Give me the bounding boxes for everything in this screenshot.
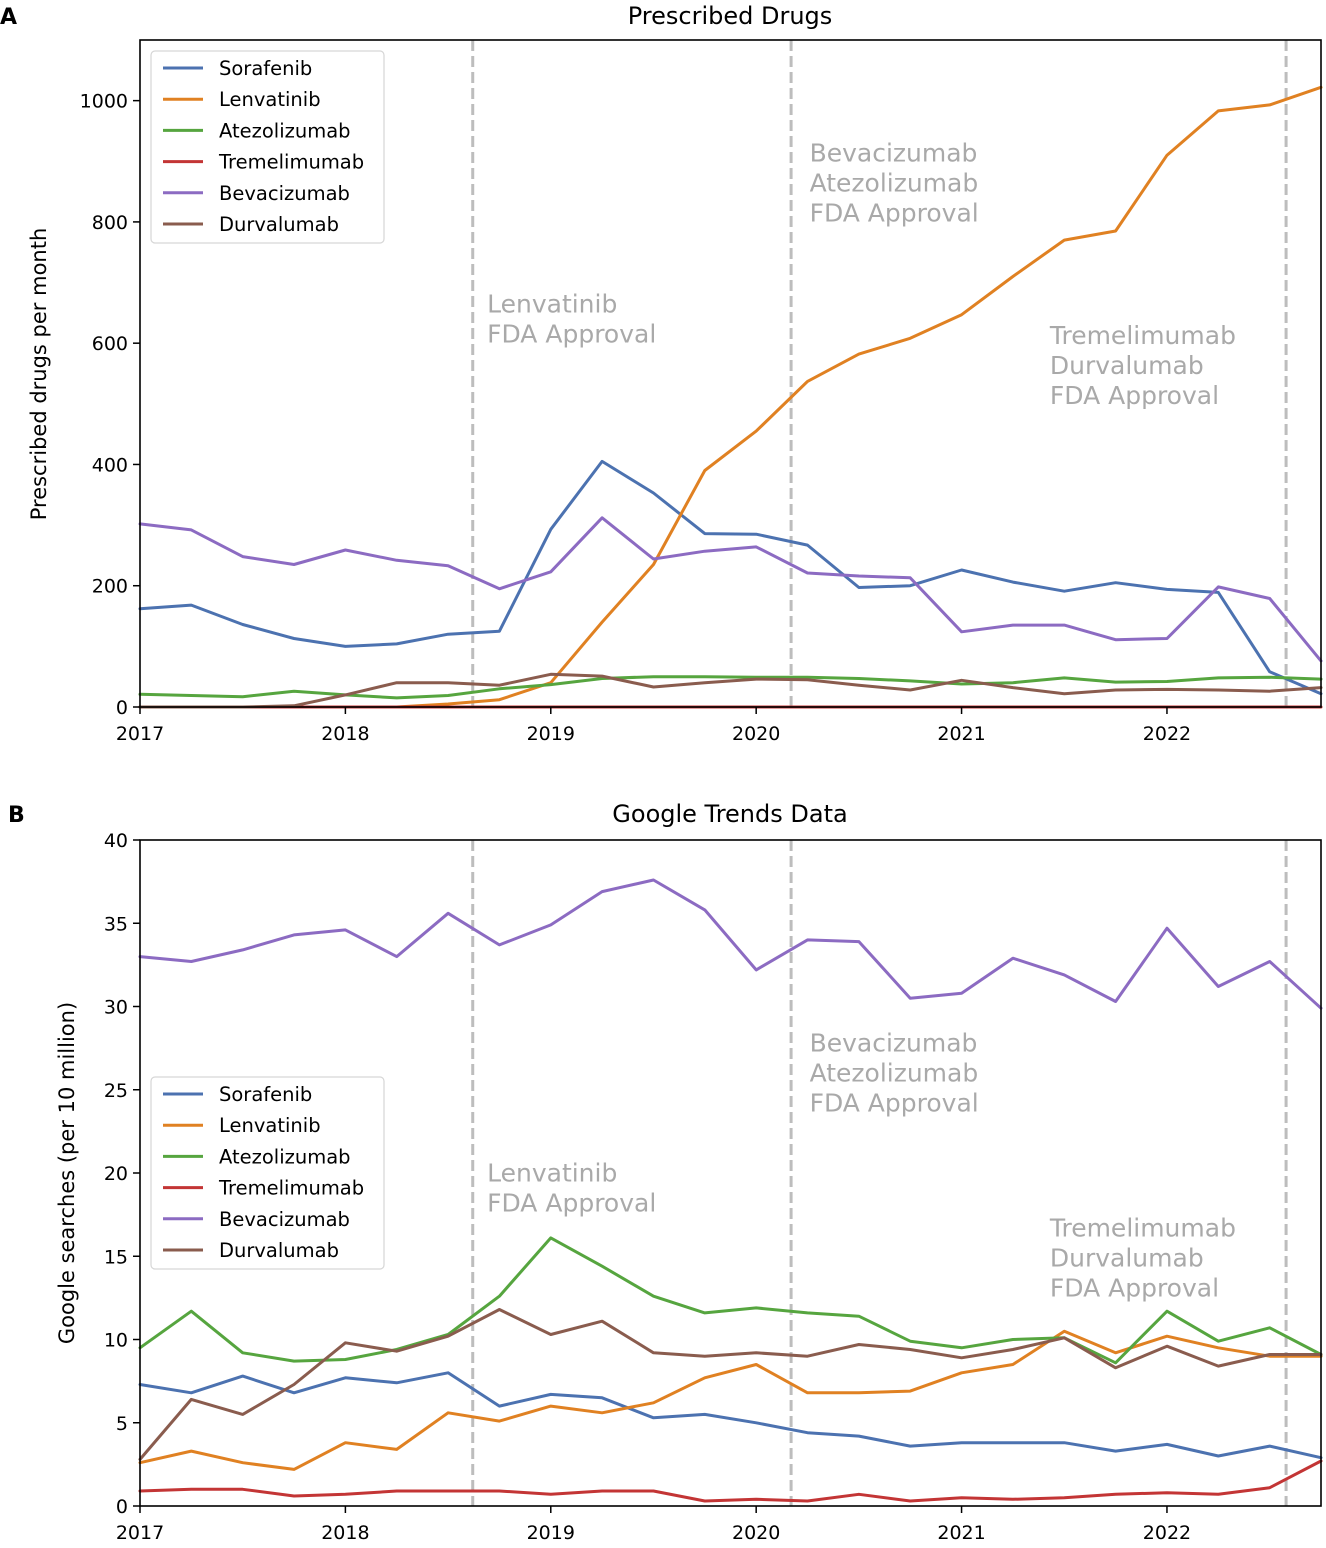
panel-b-annotation-1-line-1: Lenvatinib: [487, 1158, 617, 1187]
panel-a-x-tick-2021: 2021: [937, 723, 985, 745]
panel-b-y-tick-0: 0: [116, 1496, 128, 1518]
panel-a-annotation-3-line-2: Durvalumab: [1050, 351, 1204, 380]
panel-a-y-tick-0: 0: [116, 697, 128, 719]
panel-a-x-tick-2019: 2019: [527, 723, 575, 745]
panel-b-letter: B: [8, 803, 25, 828]
panel-a-annotation-1-line-1: Lenvatinib: [487, 290, 617, 319]
panel-b-y-axis-label: Google searches (per 10 million): [55, 1002, 79, 1344]
panel-b-annotation-2-line-1: Bevacizumab: [810, 1028, 978, 1057]
panel-b-legend-box: [150, 1076, 385, 1270]
panel-a-chart: A Prescribed Drugs Prescribed drugs per …: [0, 2, 1323, 745]
panel-a-x-tick-2017: 2017: [116, 723, 164, 745]
panel-b-annotation-3-line-3: FDA Approval: [1050, 1273, 1219, 1302]
panel-b-annotation-2: Bevacizumab Atezolizumab FDA Approval: [810, 1028, 979, 1117]
panel-b-annotation-2-line-3: FDA Approval: [810, 1088, 979, 1117]
panel-b-series-lenvatinib: [138, 1329, 1323, 1471]
panel-a-annotation-3-line-3: FDA Approval: [1050, 381, 1219, 410]
panel-a-annotation-2: Bevacizumab Atezolizumab FDA Approval: [810, 139, 979, 228]
panel-a-legend-label-sorafenib: Sorafenib: [219, 57, 312, 80]
panel-a-series-atezolizumab: [138, 675, 1323, 700]
panel-b-legend-label-tremelimumab: Tremelimumab: [218, 1177, 364, 1200]
panel-b-x-tick-2022: 2022: [1143, 1522, 1191, 1544]
panel-a-letter: A: [0, 5, 17, 30]
panel-b-x-tick-2020: 2020: [732, 1522, 780, 1544]
panel-b-y-tick-10: 10: [104, 1330, 128, 1352]
panel-a-x-tick-2020: 2020: [732, 723, 780, 745]
panel-a-x-tick-2022: 2022: [1143, 723, 1191, 745]
panel-a-title: Prescribed Drugs: [628, 2, 833, 30]
panel-b-x-tick-2017: 2017: [116, 1522, 164, 1544]
panel-b-x-tick-2019: 2019: [527, 1522, 575, 1544]
panel-b-series-atezolizumab: [138, 1236, 1323, 1365]
panel-a-y-tick-1000: 1000: [80, 91, 128, 113]
panel-a-y-tick-400: 400: [92, 454, 128, 476]
panel-b-x-tick-2018: 2018: [321, 1522, 369, 1544]
panel-a-annotation-1: Lenvatinib FDA Approval: [487, 290, 656, 349]
panel-b-series-bevacizumab: [138, 878, 1323, 1010]
panel-b-legend-label-sorafenib: Sorafenib: [219, 1083, 312, 1106]
panel-b-legend-label-atezolizumab: Atezolizumab: [219, 1145, 351, 1168]
panel-a-legend-box: [150, 50, 385, 244]
panel-a-y-tick-600: 600: [92, 333, 128, 355]
panel-a-y-tick-800: 800: [92, 212, 128, 234]
panel-b-legend-label-bevacizumab: Bevacizumab: [219, 1208, 350, 1231]
panel-a-annotation-2-line-1: Bevacizumab: [810, 139, 978, 168]
panel-a-legend-label-tremelimumab: Tremelimumab: [218, 151, 364, 174]
panel-a-x-tick-2018: 2018: [321, 723, 369, 745]
panel-b-series-durvalumab: [138, 1308, 1323, 1461]
panel-b-annotation-1-line-2: FDA Approval: [487, 1188, 656, 1217]
panel-b-annotation-3-line-1: Tremelimumab: [1049, 1213, 1236, 1242]
panel-a-legend-label-atezolizumab: Atezolizumab: [219, 119, 351, 142]
panel-b-y-tick-20: 20: [104, 1163, 128, 1185]
panel-a-annotation-2-line-3: FDA Approval: [810, 199, 979, 228]
panel-a-legend-label-bevacizumab: Bevacizumab: [219, 182, 350, 205]
panel-b-y-tick-30: 30: [104, 997, 128, 1019]
panel-b-y-tick-5: 5: [116, 1413, 128, 1435]
panel-a-annotation-3-line-1: Tremelimumab: [1049, 321, 1236, 350]
panel-b-y-tick-15: 15: [104, 1246, 128, 1268]
panel-b-y-tick-35: 35: [104, 913, 128, 935]
panel-b-legend-label-durvalumab: Durvalumab: [219, 1239, 339, 1262]
panel-b-annotation-3-line-2: Durvalumab: [1050, 1243, 1204, 1272]
panel-a-y-tick-200: 200: [92, 576, 128, 598]
panel-b-y-tick-25: 25: [104, 1080, 128, 1102]
panel-a-annotation-2-line-2: Atezolizumab: [810, 169, 979, 198]
panel-b-annotation-2-line-2: Atezolizumab: [810, 1058, 979, 1087]
panel-b-legend-label-lenvatinib: Lenvatinib: [219, 1114, 321, 1137]
panel-a-legend-label-lenvatinib: Lenvatinib: [219, 88, 321, 111]
panel-b-series-tremelimumab: [138, 1459, 1323, 1503]
panel-a-legend-label-durvalumab: Durvalumab: [219, 213, 339, 236]
panel-b-chart: B Google Trends Data Google searches (pe…: [8, 800, 1323, 1544]
panel-b-title: Google Trends Data: [612, 800, 847, 828]
panel-a-y-axis-label: Prescribed drugs per month: [27, 228, 51, 521]
panel-a-plot-frame: [139, 39, 1322, 708]
panel-b-y-tick-40: 40: [104, 830, 128, 852]
panel-b-x-tick-2021: 2021: [937, 1522, 985, 1544]
panel-a-series-durvalumab: [138, 672, 1323, 709]
panel-a-annotation-1-line-2: FDA Approval: [487, 320, 656, 349]
panel-a-series-sorafenib: [138, 459, 1323, 696]
panel-b-annotation-3: Tremelimumab Durvalumab FDA Approval: [1049, 1213, 1236, 1302]
panel-b-annotation-1: Lenvatinib FDA Approval: [487, 1158, 656, 1217]
panel-a-annotation-3: Tremelimumab Durvalumab FDA Approval: [1049, 321, 1236, 410]
panel-b-series-sorafenib: [138, 1371, 1323, 1460]
panel-a-series-bevacizumab: [138, 516, 1323, 663]
